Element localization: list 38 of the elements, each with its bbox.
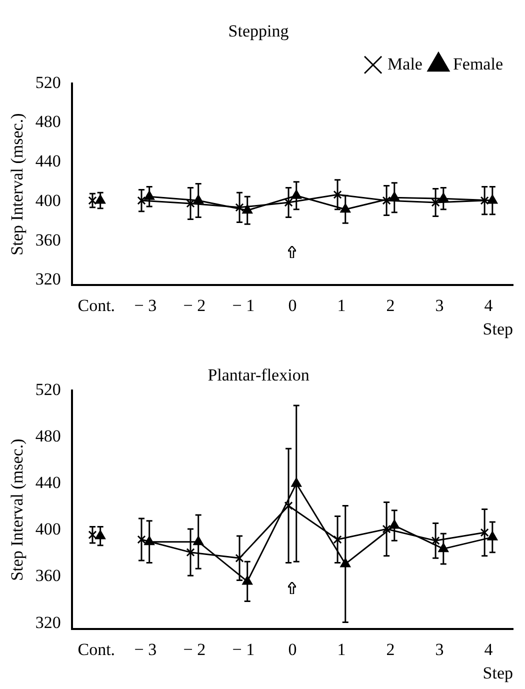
x-axis-title: Step [482,319,513,338]
x-tick-label: 1 [337,640,346,659]
y-tick-label: 440 [35,473,61,492]
x-tick-label: 4 [484,296,494,315]
x-tick-label: 0 [288,640,297,659]
y-tick-label: 480 [35,112,61,132]
x-tick-label: 3 [435,296,444,315]
x-tick-label: − 1 [232,296,255,315]
y-tick-label: 400 [35,190,61,210]
x-tick-label: 0 [288,296,297,315]
y-tick-label: 400 [35,520,61,539]
legend-label: Female [452,54,504,74]
y-tick-label: 520 [35,380,61,399]
x-tick-label: 2 [386,640,395,659]
x-axis-title: Step [482,663,513,682]
x-tick-label: − 1 [232,640,255,659]
x-tick-label: 1 [337,296,346,315]
y-tick-label: 440 [35,152,61,171]
legend-label: Male [388,54,422,74]
x-tick-label: 4 [484,640,494,659]
y-tick-label: 320 [35,612,61,632]
y-tick-label: 360 [35,230,61,250]
y-tick-label: 360 [35,566,61,586]
y-tick-label: 480 [35,426,61,446]
y-axis-title: Step Interval (msec.) [8,113,27,256]
x-tick-label: Cont. [78,296,116,315]
x-tick-label: 2 [386,296,395,315]
chart-title: Plantar-flexion [208,366,310,385]
x-tick-label: − 3 [134,640,157,659]
y-axis-title: Step Interval (msec.) [8,438,27,581]
x-tick-label: 3 [435,640,444,659]
y-tick-label: 520 [35,72,61,92]
x-tick-label: − 2 [183,296,206,315]
y-tick-label: 320 [35,270,61,289]
x-tick-label: − 2 [183,640,206,659]
x-tick-label: Cont. [78,640,116,659]
x-tick-label: − 3 [134,296,157,315]
chart-title: Stepping [228,22,290,41]
